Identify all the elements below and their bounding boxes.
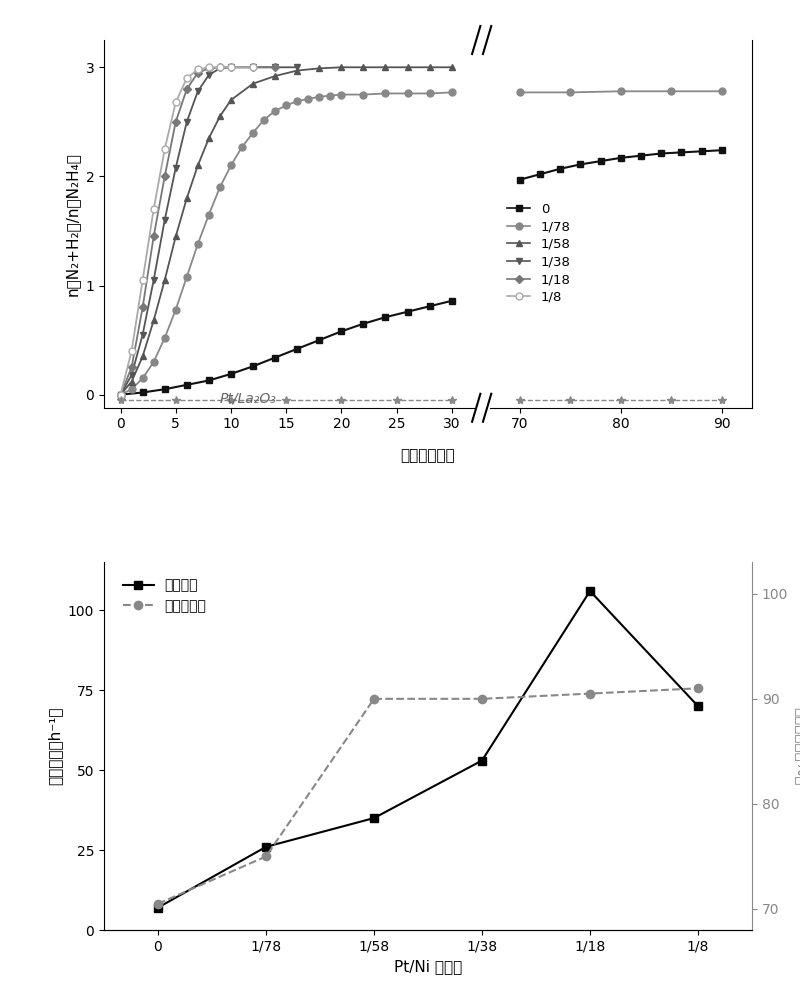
反应速率 (477, 755, 486, 767)
反应速率 (586, 585, 595, 597)
反应速率 (693, 700, 703, 712)
Line: 反应速率: 反应速率 (154, 587, 702, 912)
Y-axis label: 反应速率（h⁻¹）: 反应速率（h⁻¹） (47, 707, 62, 785)
制氢选择性 (370, 693, 379, 705)
制氢选择性 (261, 850, 270, 862)
Legend: 反应速率, 制氢选择性: 反应速率, 制氢选择性 (118, 573, 212, 619)
Line: 制氢选择性: 制氢选择性 (154, 684, 702, 908)
反应速率 (261, 841, 270, 853)
制氢选择性 (477, 693, 486, 705)
Text: 时间（分钟）: 时间（分钟） (401, 448, 455, 463)
Y-axis label: 制氢选择性（%）: 制氢选择性（%） (794, 707, 800, 785)
制氢选择性 (693, 682, 703, 694)
Text: Pt/La₂O₃: Pt/La₂O₃ (220, 391, 277, 405)
反应速率 (154, 902, 163, 914)
Y-axis label: n（N₂+H₂）/n（N₂H₄）: n（N₂+H₂）/n（N₂H₄） (65, 152, 80, 296)
反应速率 (370, 812, 379, 824)
制氢选择性 (154, 898, 163, 910)
制氢选择性 (586, 688, 595, 700)
X-axis label: Pt/Ni 摩尔比: Pt/Ni 摩尔比 (394, 959, 462, 974)
Legend: 0, 1/78, 1/58, 1/38, 1/18, 1/8: 0, 1/78, 1/58, 1/38, 1/18, 1/8 (502, 197, 576, 309)
